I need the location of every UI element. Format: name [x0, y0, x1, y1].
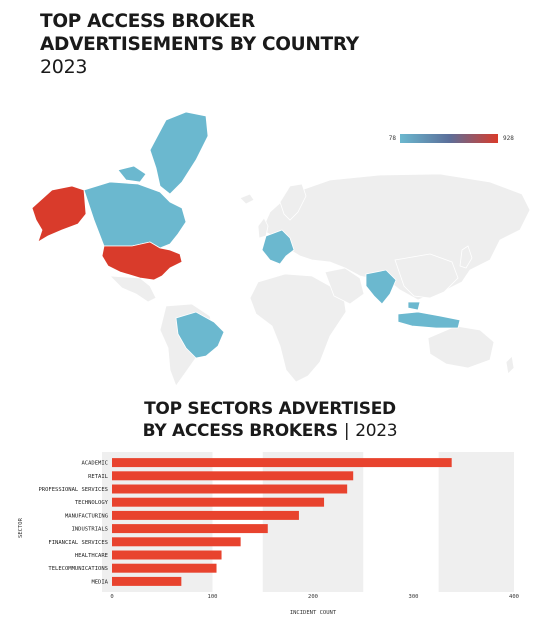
bar-financial-services	[112, 537, 241, 546]
bar-title-year: 2023	[355, 421, 397, 441]
bar-title-line1: TOP SECTORS ADVERTISED	[144, 399, 396, 419]
category-label: HEALTHCARE	[75, 553, 108, 559]
country-alaska	[32, 186, 86, 242]
bar-title-line2: BY ACCESS BROKERS	[143, 421, 338, 441]
land-iceland	[240, 194, 254, 204]
x-axis-label: INCIDENT COUNT	[290, 610, 337, 616]
land-mexico	[110, 276, 156, 302]
country-malaysia	[408, 302, 420, 310]
legend-min-label: 78	[389, 135, 397, 142]
bar-telecommunications	[112, 564, 217, 573]
category-label: PROFESSIONAL SERVICES	[38, 487, 108, 493]
map-title-year: 2023	[40, 56, 359, 79]
x-tick-label: 200	[308, 594, 318, 600]
map-title-line1: TOP ACCESS BROKER	[40, 11, 255, 32]
category-label: RETAIL	[88, 474, 109, 480]
bar-professional-services	[112, 485, 347, 494]
bar-retail	[112, 471, 353, 480]
world-map: 78 928	[0, 90, 540, 390]
legend-max-label: 928	[503, 135, 514, 142]
title-separator: |	[344, 421, 349, 441]
bar-media	[112, 577, 181, 586]
y-axis-label: SECTOR	[18, 517, 24, 538]
x-tick-label: 400	[509, 594, 519, 600]
background-band	[439, 452, 514, 592]
x-tick-label: 0	[110, 594, 113, 600]
country-canada-islands	[118, 166, 146, 182]
country-india	[366, 270, 396, 304]
category-label: FINANCIAL SERVICES	[48, 540, 108, 546]
category-label: INDUSTRIALS	[72, 527, 108, 533]
category-label: TELECOMMUNICATIONS	[48, 566, 108, 572]
category-label: ACADEMIC	[82, 461, 109, 467]
bar-academic	[112, 458, 452, 467]
country-united-states	[102, 242, 182, 280]
legend-gradient	[400, 134, 498, 143]
category-label: MANUFACTURING	[65, 513, 108, 519]
bar-industrials	[112, 524, 268, 533]
land-australia	[428, 326, 494, 368]
country-indonesia	[398, 312, 460, 328]
bar-manufacturing	[112, 511, 299, 520]
map-title: TOP ACCESS BROKER ADVERTISEMENTS BY COUN…	[40, 10, 359, 79]
category-label: MEDIA	[91, 579, 108, 585]
bar-technology	[112, 498, 324, 507]
x-tick-label: 100	[208, 594, 218, 600]
country-greenland	[150, 112, 208, 194]
map-title-line2: ADVERTISEMENTS BY COUNTRY	[40, 34, 359, 55]
x-tick-label: 300	[409, 594, 419, 600]
bar-chart: ACADEMIC RETAIL PROFESSIONAL SERVICES TECHN…	[0, 448, 540, 628]
bar-healthcare	[112, 551, 222, 560]
land-nz	[506, 356, 514, 374]
category-label: TECHNOLOGY	[75, 500, 109, 506]
bar-chart-title: TOP SECTORS ADVERTISED BY ACCESS BROKERS…	[0, 398, 540, 442]
